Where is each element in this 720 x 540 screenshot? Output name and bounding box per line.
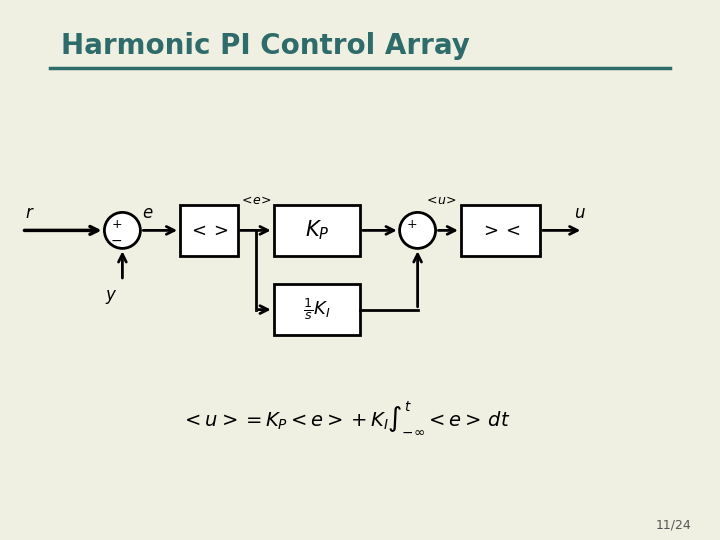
Text: $u$: $u$ [574,205,585,222]
Circle shape [104,212,140,248]
Bar [274,285,360,335]
Text: $><$: $><$ [480,221,521,239]
Bar [180,205,238,255]
Text: +: + [407,218,417,231]
Text: $<>$: $<>$ [189,221,229,239]
Text: +: + [112,218,122,231]
Text: −: − [111,234,122,248]
Text: Harmonic PI Control Array: Harmonic PI Control Array [61,32,470,60]
Text: $r$: $r$ [25,205,35,222]
Text: $< u > = K_P < e > + K_I \int_{-\infty}^{t} < e > \, dt$: $< u > = K_P < e > + K_I \int_{-\infty}^… [181,400,510,436]
Text: $e$: $e$ [142,205,153,222]
Bar [461,205,540,255]
Text: $K_P$: $K_P$ [305,219,329,242]
Bar [274,205,360,255]
Text: $<\!e\!>$: $<\!e\!>$ [239,194,272,207]
Text: 11/24: 11/24 [655,518,691,531]
Text: $y$: $y$ [105,288,118,306]
Circle shape [400,212,436,248]
Text: $<\!u\!>$: $<\!u\!>$ [424,194,457,207]
Text: $\frac{1}{s}K_I$: $\frac{1}{s}K_I$ [303,296,330,322]
